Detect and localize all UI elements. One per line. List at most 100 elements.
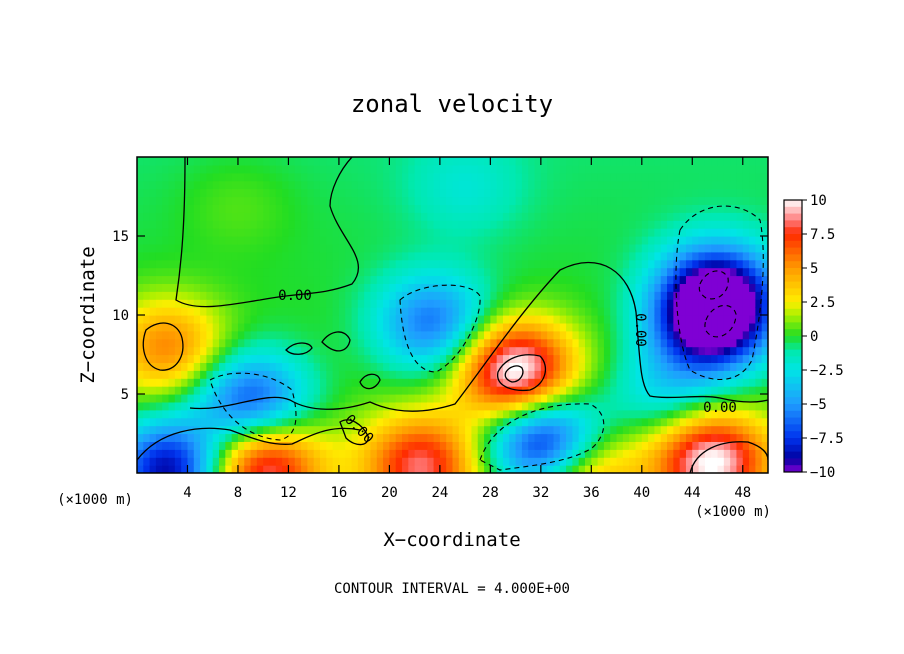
- field-cell: [364, 220, 372, 229]
- field-cell: [319, 180, 327, 190]
- field-cell: [484, 220, 491, 229]
- field-cell: [629, 243, 637, 253]
- field-cell: [383, 204, 390, 213]
- field-cell: [326, 457, 334, 466]
- field-cell: [155, 425, 163, 435]
- field-cell: [244, 370, 252, 379]
- field-cell: [301, 299, 308, 308]
- field-cell: [515, 180, 523, 190]
- field-cell: [641, 228, 649, 237]
- field-cell: [307, 243, 315, 253]
- field-cell: [383, 164, 390, 174]
- field-cell: [679, 204, 687, 213]
- field-cell: [553, 330, 561, 340]
- field-cell: [629, 259, 637, 269]
- field-cell: [181, 212, 189, 221]
- field-cell: [458, 370, 466, 379]
- field-cell: [660, 307, 668, 316]
- field-cell: [338, 322, 346, 332]
- field-cell: [616, 315, 624, 324]
- field-cell: [566, 157, 573, 166]
- field-cell: [667, 322, 674, 332]
- field-cell: [345, 370, 353, 379]
- field-cell: [319, 354, 327, 363]
- field-cell: [357, 157, 365, 166]
- field-cell: [622, 354, 630, 363]
- field-cell: [212, 283, 220, 292]
- field-cell: [452, 401, 460, 411]
- field-cell: [174, 370, 182, 379]
- field-cell: [219, 417, 226, 427]
- field-cell: [610, 370, 618, 379]
- field-cell: [629, 307, 637, 316]
- field-cell: [193, 441, 201, 450]
- field-cell: [667, 188, 674, 198]
- field-cell: [174, 157, 182, 166]
- field-cell: [187, 188, 195, 198]
- field-cell: [326, 378, 334, 387]
- field-cell: [446, 378, 454, 387]
- field-cell: [332, 220, 340, 229]
- field-cell: [288, 267, 296, 277]
- field-cell: [414, 220, 422, 229]
- field-cell: [698, 433, 706, 442]
- field-cell: [244, 275, 252, 284]
- field-cell: [723, 164, 731, 174]
- field-cell: [755, 449, 763, 458]
- field-cell: [610, 465, 618, 473]
- field-cell: [250, 417, 258, 427]
- field-cell: [566, 164, 573, 174]
- field-cell: [547, 283, 555, 292]
- field-cell: [168, 236, 176, 245]
- x-tick-label: 36: [583, 485, 600, 501]
- field-cell: [610, 251, 618, 261]
- field-cell: [143, 212, 151, 221]
- field-cell: [174, 394, 182, 403]
- contour-max-inner: [504, 365, 524, 383]
- field-cell: [231, 322, 239, 332]
- field-cell: [534, 370, 542, 379]
- field-cell: [219, 315, 226, 324]
- field-cell: [698, 228, 706, 237]
- field-cell: [427, 409, 435, 419]
- field-cell: [193, 315, 201, 324]
- field-cell: [155, 283, 163, 292]
- field-cell: [667, 164, 674, 174]
- field-cell: [521, 307, 529, 316]
- field-cell: [389, 378, 397, 387]
- field-cell: [730, 204, 738, 213]
- field-cell: [603, 441, 611, 450]
- field-cell: [225, 228, 233, 237]
- field-cell: [275, 212, 283, 221]
- field-cell: [282, 338, 290, 348]
- field-cell: [685, 299, 693, 308]
- field-cell: [168, 449, 176, 458]
- field-cell: [433, 338, 441, 348]
- field-cell: [648, 346, 656, 356]
- field-cell: [597, 378, 605, 387]
- field-cell: [578, 204, 586, 213]
- field-cell: [446, 283, 454, 292]
- field-cell: [477, 220, 485, 229]
- field-cell: [332, 228, 340, 237]
- field-cell: [685, 275, 693, 284]
- field-cell: [585, 315, 592, 324]
- field-cell: [540, 386, 548, 395]
- field-cell: [704, 307, 712, 316]
- field-cell: [515, 228, 523, 237]
- field-cell: [585, 449, 592, 458]
- contour-islet-4: [339, 419, 369, 446]
- field-cell: [648, 275, 656, 284]
- field-cell: [376, 354, 384, 363]
- field-cell: [345, 243, 353, 253]
- field-cell: [408, 465, 416, 473]
- field-cell: [212, 236, 220, 245]
- field-cell: [231, 370, 239, 379]
- field-cell: [370, 378, 378, 387]
- field-cell: [389, 180, 397, 190]
- field-cell: [692, 251, 700, 261]
- field-cell: [332, 172, 340, 182]
- field-cell: [654, 370, 662, 379]
- field-cell: [351, 346, 359, 356]
- field-cell: [294, 243, 302, 253]
